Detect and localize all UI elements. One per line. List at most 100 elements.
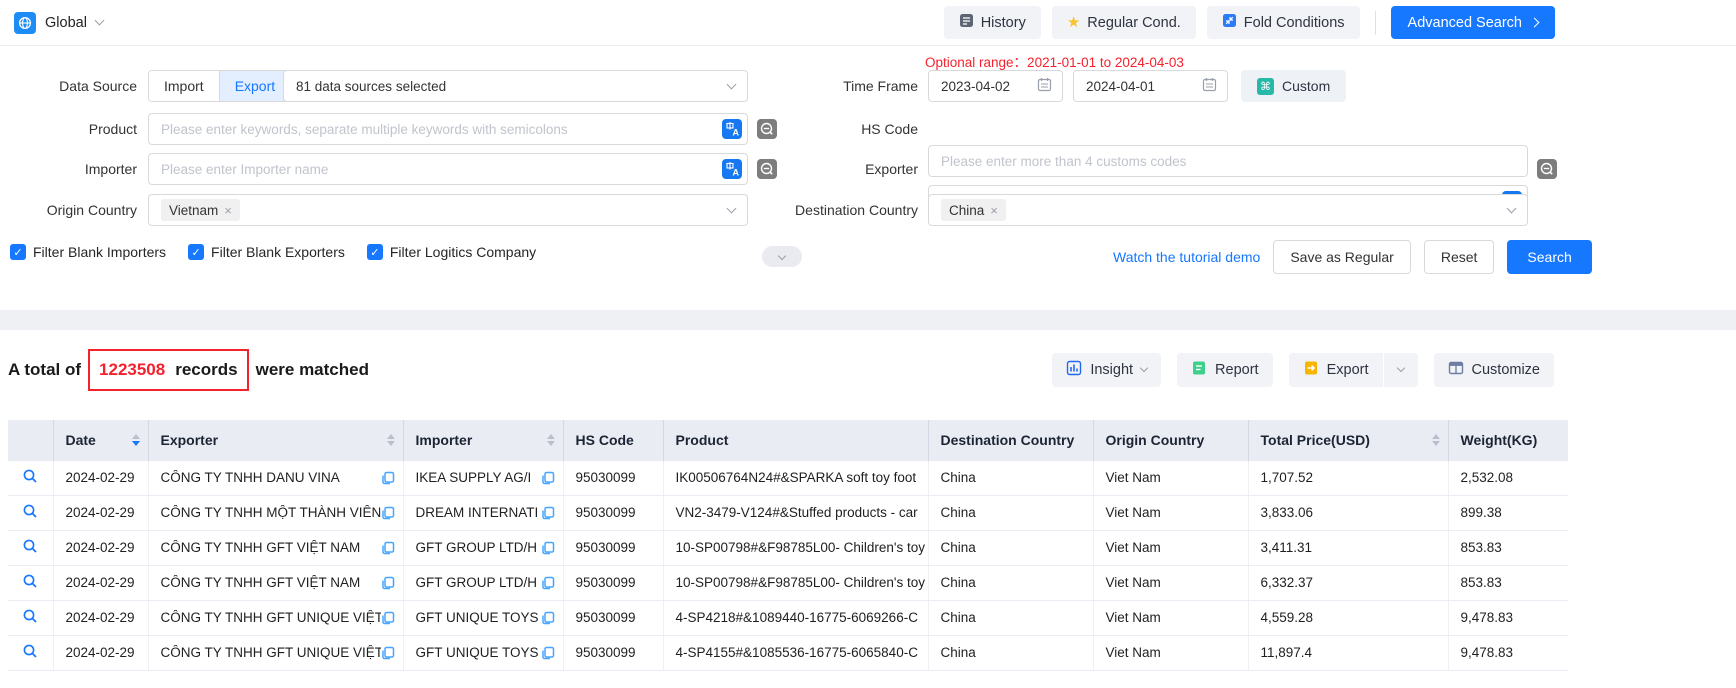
- checkbox-label: Filter Blank Importers: [33, 244, 167, 260]
- import-tab[interactable]: Import: [149, 71, 220, 101]
- cell-weight: 9,478.83: [1448, 635, 1568, 671]
- export-icon: [1303, 360, 1319, 380]
- header-date[interactable]: Date: [53, 420, 149, 460]
- custom-range-button[interactable]: ⌘ Custom: [1241, 70, 1347, 102]
- end-date-input[interactable]: 2024-04-01: [1073, 70, 1228, 102]
- cell-importer: DREAM INTERNATI: [415, 505, 539, 520]
- header-total-price[interactable]: Total Price(USD): [1248, 420, 1449, 460]
- header-weight: Weight(KG): [1448, 420, 1568, 460]
- report-button[interactable]: Report: [1177, 353, 1273, 387]
- chevron-down-icon: [94, 15, 105, 26]
- cell-destination-country: China: [928, 459, 1094, 496]
- results-table-body: 2024-02-29 CÔNG TY TNHH DANU VINA IKEA S…: [8, 459, 1568, 671]
- results-section: A total of 1223508 records were matched …: [0, 346, 1736, 671]
- header-exporter[interactable]: Exporter: [148, 420, 404, 460]
- history-button[interactable]: History: [943, 6, 1041, 39]
- cell-hs-code: 95030099: [563, 600, 664, 636]
- cell-destination-country: China: [928, 565, 1094, 601]
- exclude-importer-icon[interactable]: [757, 159, 777, 179]
- search-button[interactable]: Search: [1507, 240, 1592, 274]
- export-button[interactable]: Export: [1288, 353, 1383, 387]
- svg-text:A: A: [733, 168, 740, 178]
- tutorial-demo-link[interactable]: Watch the tutorial demo: [1113, 249, 1261, 265]
- exclude-keywords-icon[interactable]: [757, 119, 777, 139]
- reset-button[interactable]: Reset: [1423, 240, 1495, 274]
- view-detail-icon[interactable]: [22, 468, 39, 485]
- start-date-input[interactable]: 2023-04-02: [928, 70, 1063, 102]
- view-detail-icon[interactable]: [22, 503, 39, 520]
- copy-icon[interactable]: [381, 541, 395, 555]
- copy-icon[interactable]: [381, 506, 395, 520]
- advanced-search-button[interactable]: Advanced Search: [1390, 6, 1555, 39]
- copy-icon[interactable]: [541, 611, 555, 625]
- copy-icon[interactable]: [381, 576, 395, 590]
- table-row: 2024-02-29 CÔNG TY TNHH MỘT THÀNH VIÊN D…: [8, 495, 1568, 531]
- fold-conditions-label: Fold Conditions: [1243, 14, 1345, 31]
- end-date-value: 2024-04-01: [1086, 78, 1156, 94]
- checkbox-checked-icon[interactable]: ✓: [366, 244, 383, 260]
- copy-icon[interactable]: [541, 576, 555, 590]
- sort-icon[interactable]: [131, 433, 140, 446]
- collapse-conditions-button[interactable]: [762, 246, 802, 267]
- origin-country-select[interactable]: Vietnam ×: [148, 194, 748, 226]
- insight-icon: [1066, 360, 1082, 380]
- customize-button[interactable]: Customize: [1433, 353, 1554, 387]
- country-tag-label: Vietnam: [169, 202, 219, 218]
- copy-icon[interactable]: [541, 471, 555, 485]
- checkbox-checked-icon[interactable]: ✓: [10, 244, 26, 260]
- product-input[interactable]: [148, 113, 748, 145]
- view-detail-icon[interactable]: [22, 573, 39, 590]
- export-tab[interactable]: Export: [219, 71, 291, 101]
- remove-tag-icon[interactable]: ×: [990, 202, 998, 218]
- importer-input[interactable]: [148, 153, 748, 185]
- filter-blank-importers-checkbox[interactable]: ✓ Filter Blank Importers: [10, 244, 166, 260]
- copy-icon[interactable]: [381, 471, 395, 485]
- copy-icon[interactable]: [541, 541, 555, 555]
- cell-total-price: 1,707.52: [1248, 459, 1449, 496]
- save-as-regular-button[interactable]: Save as Regular: [1273, 240, 1411, 274]
- sort-icon[interactable]: [1431, 433, 1440, 446]
- remove-tag-icon[interactable]: ×: [224, 202, 232, 218]
- hs-code-input[interactable]: [928, 145, 1528, 177]
- regular-cond-button[interactable]: ★ Regular Cond.: [1051, 6, 1196, 39]
- export-label: Export: [1326, 362, 1369, 378]
- count-highlight-box: 1223508 records: [88, 349, 249, 391]
- data-sources-select[interactable]: 81 data sources selected: [283, 70, 748, 102]
- sort-icon[interactable]: [546, 433, 555, 446]
- cell-product: 4-SP4218#&1089440-16775-6069266-C: [663, 600, 929, 636]
- view-detail-icon[interactable]: [22, 643, 39, 660]
- country-tag: Vietnam ×: [161, 199, 240, 221]
- cell-total-price: 3,411.31: [1248, 530, 1449, 566]
- divider: [1374, 10, 1376, 35]
- filter-logitics-company-checkbox[interactable]: ✓ Filter Logitics Company: [366, 244, 536, 260]
- copy-icon[interactable]: [381, 611, 395, 625]
- exclude-exporter-icon[interactable]: [1537, 159, 1557, 179]
- checkbox-checked-icon[interactable]: ✓: [188, 244, 205, 260]
- translate-icon[interactable]: A: [722, 119, 742, 139]
- filter-blank-exporters-checkbox[interactable]: ✓ Filter Blank Exporters: [188, 244, 345, 260]
- copy-icon[interactable]: [381, 646, 395, 660]
- star-icon: ★: [1066, 14, 1081, 31]
- cell-hs-code: 95030099: [563, 635, 664, 671]
- country-tag-label: China: [949, 202, 985, 218]
- translate-icon[interactable]: A: [722, 159, 742, 179]
- fold-icon: [1222, 13, 1237, 32]
- insight-button[interactable]: Insight: [1052, 353, 1162, 387]
- header-importer[interactable]: Importer: [403, 420, 564, 460]
- history-icon: [959, 13, 974, 32]
- view-detail-icon[interactable]: [22, 538, 39, 555]
- cell-exporter: CÔNG TY TNHH DANU VINA: [160, 470, 340, 485]
- workspace-selector[interactable]: Global: [14, 11, 105, 34]
- cell-importer: GFT UNIQUE TOYS: [415, 610, 539, 625]
- customize-label: Customize: [1471, 362, 1541, 378]
- section-divider: [0, 310, 1736, 330]
- copy-icon[interactable]: [541, 506, 555, 520]
- fold-conditions-button[interactable]: Fold Conditions: [1206, 6, 1360, 39]
- cell-product: 10-SP00798#&F98785L00- Children's toy: [663, 565, 929, 601]
- export-dropdown-button[interactable]: [1383, 353, 1418, 387]
- destination-country-select[interactable]: China ×: [928, 194, 1528, 226]
- copy-icon[interactable]: [541, 646, 555, 660]
- filter-actions: Watch the tutorial demo Save as Regular …: [1113, 240, 1592, 274]
- view-detail-icon[interactable]: [22, 608, 39, 625]
- sort-icon[interactable]: [386, 433, 395, 446]
